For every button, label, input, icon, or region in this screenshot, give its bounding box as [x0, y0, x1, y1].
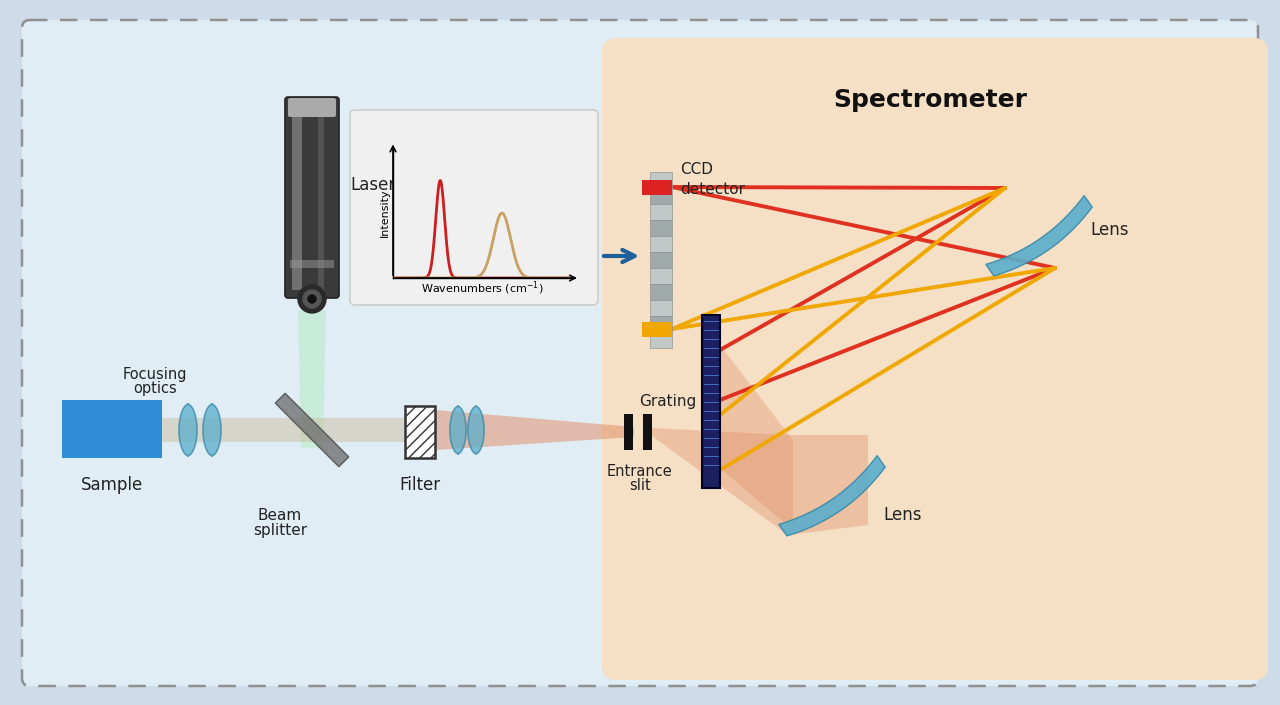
- Text: Lens: Lens: [1091, 221, 1129, 239]
- Bar: [650, 236, 672, 252]
- X-axis label: Wavenumbers (cm$^{-1}$): Wavenumbers (cm$^{-1}$): [421, 279, 543, 297]
- Bar: [650, 268, 672, 283]
- Polygon shape: [778, 455, 886, 536]
- Y-axis label: Intensity: Intensity: [380, 189, 390, 238]
- Bar: [650, 332, 672, 348]
- Bar: [650, 284, 672, 300]
- Text: Laser: Laser: [349, 176, 396, 194]
- FancyBboxPatch shape: [288, 98, 335, 117]
- Bar: [643, 180, 672, 195]
- Circle shape: [308, 295, 316, 303]
- Polygon shape: [179, 404, 197, 456]
- Bar: [650, 204, 672, 219]
- Text: Sample: Sample: [81, 476, 143, 494]
- Polygon shape: [163, 418, 335, 442]
- Polygon shape: [204, 404, 221, 456]
- Bar: [701, 315, 719, 488]
- Text: Spectrometer: Spectrometer: [833, 88, 1027, 112]
- Bar: [650, 252, 672, 267]
- Bar: [61, 400, 163, 458]
- Text: Entrance: Entrance: [607, 464, 673, 479]
- Bar: [650, 316, 672, 331]
- Bar: [292, 105, 302, 290]
- Bar: [643, 414, 652, 450]
- FancyBboxPatch shape: [285, 97, 339, 298]
- Bar: [643, 322, 672, 337]
- Text: Beam: Beam: [257, 508, 302, 523]
- Circle shape: [303, 290, 321, 308]
- Polygon shape: [335, 418, 404, 442]
- Bar: [650, 188, 672, 204]
- Circle shape: [298, 285, 326, 313]
- Bar: [650, 220, 672, 235]
- Text: Lens: Lens: [883, 506, 922, 524]
- Polygon shape: [719, 345, 794, 530]
- Bar: [317, 105, 324, 290]
- Text: detector: detector: [680, 182, 745, 197]
- Text: Grating: Grating: [639, 394, 696, 409]
- Bar: [650, 300, 672, 316]
- Text: Filter: Filter: [399, 476, 440, 494]
- Text: slit: slit: [630, 478, 650, 493]
- Text: Focusing: Focusing: [123, 367, 187, 382]
- Bar: [291, 260, 334, 268]
- Polygon shape: [298, 311, 326, 448]
- Bar: [625, 414, 634, 450]
- FancyBboxPatch shape: [602, 38, 1268, 680]
- Text: CCD: CCD: [680, 162, 713, 177]
- Bar: [650, 172, 672, 188]
- Polygon shape: [986, 195, 1092, 276]
- Text: optics: optics: [133, 381, 177, 396]
- Polygon shape: [449, 406, 466, 454]
- Polygon shape: [468, 406, 484, 454]
- FancyBboxPatch shape: [349, 110, 598, 305]
- Bar: [404, 406, 435, 458]
- FancyBboxPatch shape: [22, 20, 1258, 686]
- Polygon shape: [652, 428, 868, 535]
- Text: splitter: splitter: [253, 523, 307, 538]
- Polygon shape: [275, 393, 348, 467]
- Polygon shape: [435, 410, 634, 450]
